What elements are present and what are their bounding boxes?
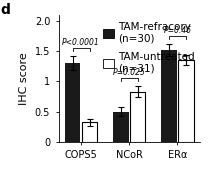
Bar [178,60,194,142]
Legend: TAM-refracory
(n=30), TAM-untreated
(n=31): TAM-refracory (n=30), TAM-untreated (n=3… [100,19,198,77]
Bar [130,92,145,142]
Bar [113,111,129,142]
Y-axis label: IHC score: IHC score [19,52,29,105]
Bar [161,50,177,142]
Bar [82,122,97,142]
Text: d: d [0,4,10,18]
Text: P=0.025: P=0.025 [113,68,146,77]
Bar [65,63,80,142]
Text: P=0.46: P=0.46 [163,26,191,35]
Text: P<0.0001: P<0.0001 [62,38,100,47]
